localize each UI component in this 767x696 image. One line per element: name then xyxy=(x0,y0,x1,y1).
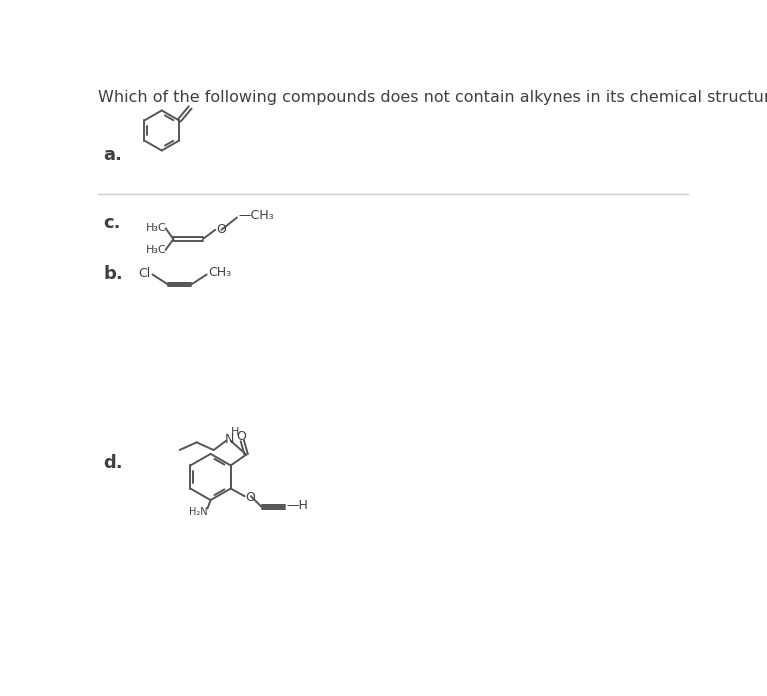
Text: —H: —H xyxy=(287,499,308,512)
Text: CH₃: CH₃ xyxy=(209,267,232,279)
Text: c.: c. xyxy=(104,214,121,232)
Text: N: N xyxy=(225,433,234,445)
Text: —CH₃: —CH₃ xyxy=(239,209,274,223)
Text: H: H xyxy=(231,427,239,436)
Text: Cl: Cl xyxy=(139,267,151,280)
Text: b.: b. xyxy=(104,265,123,283)
Text: a.: a. xyxy=(104,146,123,164)
Text: H₂N: H₂N xyxy=(189,507,208,517)
Text: O: O xyxy=(245,491,255,503)
Text: H₃C: H₃C xyxy=(146,245,167,255)
Text: Which of the following compounds does not contain alkynes in its chemical struct: Which of the following compounds does no… xyxy=(98,90,767,104)
Text: O: O xyxy=(236,429,246,443)
Text: O: O xyxy=(216,223,225,237)
Text: H₃C: H₃C xyxy=(146,223,167,233)
Text: d.: d. xyxy=(104,454,123,472)
